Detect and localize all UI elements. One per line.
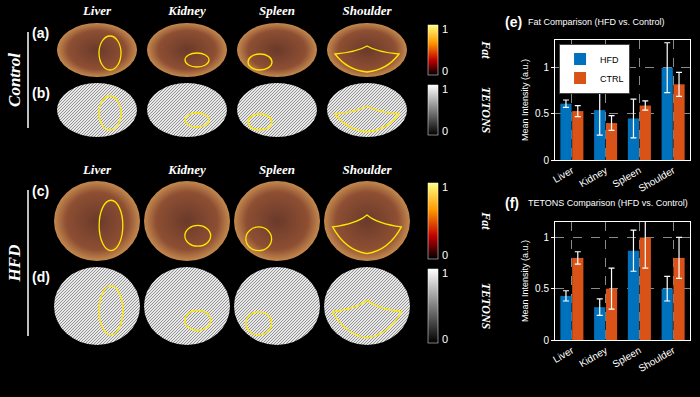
svg-text:0: 0 xyxy=(442,65,448,77)
svg-text:Kidney: Kidney xyxy=(167,162,206,177)
svg-text:Spleen: Spleen xyxy=(610,165,642,190)
svg-text:1: 1 xyxy=(543,62,549,73)
svg-text:1: 1 xyxy=(543,232,549,243)
svg-text:Kidney: Kidney xyxy=(577,165,609,190)
svg-text:HFD: HFD xyxy=(5,245,24,283)
svg-text:Kidney: Kidney xyxy=(167,3,206,18)
svg-text:0: 0 xyxy=(442,125,448,137)
svg-text:0.5: 0.5 xyxy=(535,108,549,119)
svg-text:Spleen: Spleen xyxy=(259,3,295,18)
svg-text:Shoulder: Shoulder xyxy=(342,162,392,177)
svg-text:Shoulder: Shoulder xyxy=(342,3,392,18)
svg-text:Fat Comparison (HFD vs. Contro: Fat Comparison (HFD vs. Control) xyxy=(528,17,665,27)
svg-text:0: 0 xyxy=(442,333,448,345)
svg-text:Liver: Liver xyxy=(551,344,576,365)
svg-text:Mean Intensity (a.u.): Mean Intensity (a.u.) xyxy=(520,240,530,322)
svg-text:1: 1 xyxy=(442,181,448,193)
svg-text:Control: Control xyxy=(5,53,24,107)
svg-text:TETONS Comparison (HFD vs. Con: TETONS Comparison (HFD vs. Control) xyxy=(528,198,688,208)
svg-text:Spleen: Spleen xyxy=(610,345,642,370)
svg-text:0.5: 0.5 xyxy=(535,283,549,294)
svg-text:Liver: Liver xyxy=(82,162,112,177)
svg-text:Fat: Fat xyxy=(479,40,493,59)
svg-text:1: 1 xyxy=(442,267,448,279)
svg-text:Shoulder: Shoulder xyxy=(636,344,677,374)
svg-text:Spleen: Spleen xyxy=(259,162,295,177)
svg-text:(d): (d) xyxy=(32,269,50,285)
svg-text:(f): (f) xyxy=(505,195,519,211)
svg-text:0: 0 xyxy=(543,155,549,166)
svg-text:(a): (a) xyxy=(32,25,49,41)
svg-text:1: 1 xyxy=(442,83,448,95)
svg-text:Liver: Liver xyxy=(551,164,576,185)
svg-text:Kidney: Kidney xyxy=(577,345,609,370)
svg-text:(e): (e) xyxy=(505,14,522,30)
svg-text:CTRL: CTRL xyxy=(600,74,624,84)
svg-text:Mean Intensity (a.u.): Mean Intensity (a.u.) xyxy=(520,59,530,141)
svg-text:Fat: Fat xyxy=(479,211,493,230)
svg-text:Shoulder: Shoulder xyxy=(636,164,677,194)
svg-text:TETONS: TETONS xyxy=(479,87,493,134)
svg-text:Liver: Liver xyxy=(82,3,112,18)
svg-text:(c): (c) xyxy=(32,183,49,199)
svg-text:HFD: HFD xyxy=(600,55,619,65)
svg-text:1: 1 xyxy=(442,23,448,35)
svg-text:0: 0 xyxy=(442,249,448,261)
svg-text:(b): (b) xyxy=(32,85,50,101)
svg-text:TETONS: TETONS xyxy=(479,283,493,330)
svg-text:0: 0 xyxy=(543,335,549,346)
